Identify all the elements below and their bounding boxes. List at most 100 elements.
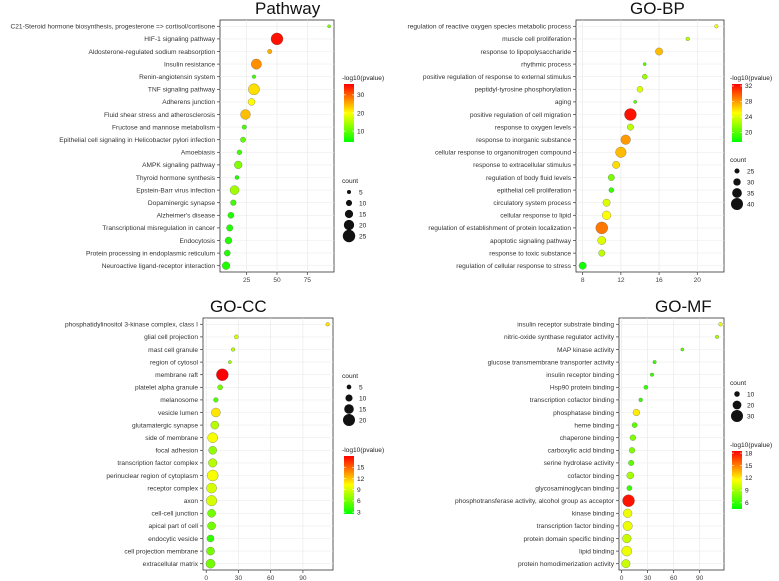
- category-label: regulation of reactive oxygen species me…: [408, 24, 572, 31]
- data-point: [621, 545, 632, 557]
- x-tick-label: 75: [304, 277, 312, 284]
- size-legend-label: 10: [747, 391, 755, 398]
- category-label: perinuclear region of cytoplasm: [106, 473, 198, 480]
- size-legend-label: 10: [359, 395, 367, 402]
- data-point: [680, 347, 685, 352]
- data-point: [578, 261, 587, 270]
- x-tick-label: 25: [243, 277, 251, 284]
- category-label: response to oxygen levels: [495, 124, 572, 131]
- data-point: [251, 58, 262, 70]
- data-point: [217, 384, 223, 391]
- data-point: [230, 199, 237, 206]
- category-label: response to toxic substance: [489, 250, 571, 257]
- data-point: [210, 420, 220, 430]
- data-point: [628, 460, 635, 466]
- size-legend-label: 20: [359, 222, 367, 229]
- category-label: Epithelial cell signaling in Helicobacte…: [59, 137, 215, 144]
- category-label: mast cell granule: [148, 347, 198, 354]
- data-point: [636, 86, 644, 93]
- size-legend-dot: [734, 168, 740, 174]
- color-legend-tick: 9: [357, 487, 361, 494]
- size-legend-dot: [732, 400, 742, 410]
- x-tick-label: 0: [204, 575, 208, 581]
- color-legend-bar: [732, 451, 742, 509]
- color-legend-bar: [344, 84, 354, 142]
- data-point: [602, 210, 612, 220]
- size-legend-label: 25: [359, 233, 367, 240]
- data-point: [633, 100, 637, 104]
- category-label: insulin receptor binding: [546, 372, 614, 379]
- data-point: [222, 261, 231, 270]
- category-label: cellular response to lipid: [500, 213, 571, 220]
- data-point: [638, 397, 643, 402]
- plot-frame: [618, 317, 725, 571]
- color-legend-title: -log10(pvalue): [730, 442, 772, 449]
- data-point: [598, 249, 606, 257]
- category-label: regulation of establishment of protein l…: [428, 225, 571, 232]
- color-legend-title: -log10(pvalue): [342, 447, 384, 454]
- data-point: [224, 236, 233, 245]
- data-point: [595, 221, 608, 235]
- data-point: [655, 47, 663, 56]
- data-point: [608, 187, 615, 193]
- color-legend: -log10(pvalue) 6 9 12 15 18: [730, 442, 772, 509]
- category-label: region of cytosol: [150, 359, 199, 366]
- data-point: [612, 161, 620, 169]
- category-label: TNF signaling pathway: [148, 87, 216, 94]
- data-point: [248, 83, 260, 96]
- category-label: Alzheimer's disease: [157, 213, 216, 220]
- panel-pathway: Pathway 25 50 75 C21-Steroid hormone biosynt…: [10, 0, 384, 284]
- x-tick-label: 20: [694, 277, 702, 284]
- data-point: [247, 98, 256, 106]
- size-legend-dot: [343, 414, 355, 426]
- data-point: [251, 74, 256, 79]
- x-tick-label: 50: [273, 277, 281, 284]
- category-label: vesicle lumen: [158, 410, 198, 417]
- panel-title: Pathway: [255, 0, 321, 18]
- data-point: [629, 434, 636, 441]
- category-label: glutamatergic synapse: [132, 422, 198, 429]
- color-legend-tick: 32: [745, 83, 753, 90]
- size-legend-label: 10: [359, 200, 367, 207]
- data-point: [325, 322, 330, 327]
- category-label: kinase binding: [572, 511, 614, 518]
- data-point: [621, 559, 631, 569]
- category-label: serine hydrolase activity: [544, 460, 615, 467]
- category-label: Fructose and mannose metabolism: [112, 124, 215, 131]
- data-point: [623, 508, 633, 518]
- category-label: response to extracellular stimulus: [473, 162, 572, 169]
- category-label: apical part of cell: [149, 523, 199, 530]
- data-point: [207, 469, 219, 482]
- color-legend-tick: 6: [357, 498, 361, 505]
- category-label: receptor complex: [147, 485, 198, 492]
- panel-go-bp: GO-BP 8 12 16 20 regulation of reactive oxyge…: [408, 0, 773, 284]
- category-label: positive regulation of response to exter…: [423, 74, 572, 81]
- category-label: glial cell projection: [144, 334, 198, 341]
- size-legend-dot: [733, 178, 741, 186]
- category-label: Thyroid hormone synthesis: [136, 175, 216, 182]
- category-label: muscle cell proliferation: [502, 36, 571, 43]
- size-legend-dot: [731, 410, 743, 422]
- data-point: [227, 212, 235, 219]
- color-legend-tick: 12: [357, 476, 365, 483]
- color-legend-tick: 28: [745, 99, 753, 106]
- data-point: [234, 160, 243, 169]
- size-legend-dot: [732, 188, 742, 198]
- category-label: Aldosterone-regulated sodium reabsorptio…: [89, 49, 216, 56]
- size-legend-label: 20: [359, 417, 367, 424]
- data-point: [206, 546, 215, 556]
- size-legend-dot: [342, 229, 356, 243]
- data-point: [715, 334, 719, 339]
- color-legend-tick: 18: [745, 450, 753, 457]
- data-point: [208, 446, 217, 455]
- category-label: Endocytosis: [179, 238, 215, 245]
- category-label: Amoebiasis: [181, 150, 216, 157]
- data-point: [652, 360, 657, 365]
- color-legend-tick: 12: [745, 475, 753, 482]
- category-label: cell projection membrane: [124, 548, 198, 555]
- data-point: [206, 534, 215, 543]
- data-point: [267, 49, 273, 54]
- data-point: [615, 146, 627, 158]
- size-legend-dot: [344, 404, 354, 414]
